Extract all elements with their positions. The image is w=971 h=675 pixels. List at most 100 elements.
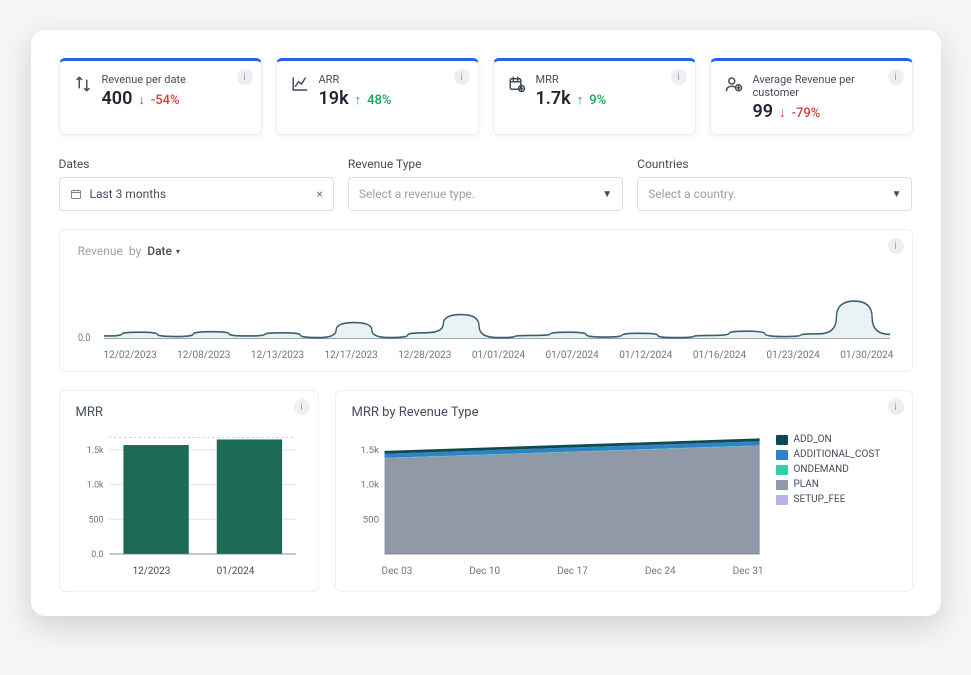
x-tick-label: 12/13/2023 — [251, 350, 304, 361]
countries-select[interactable]: Select a country. ▼ — [637, 177, 912, 211]
filter-revenue-type: Revenue Type Select a revenue type. ▼ — [348, 157, 623, 211]
legend-item[interactable]: ONDEMAND — [776, 464, 896, 475]
kpi-card[interactable]: i MRR 1.7k ↑ 9% — [493, 58, 696, 135]
filter-label: Revenue Type — [348, 157, 623, 171]
mrr-bar-chart: 0.05001.0k1.5k — [76, 430, 302, 560]
x-tick-label: Dec 10 — [469, 566, 500, 577]
x-tick-label: 01/30/2024 — [840, 350, 893, 361]
calendar-money-icon — [508, 75, 526, 93]
trend-arrow-icon: ↑ — [577, 92, 584, 108]
panel-title: MRR by Revenue Type — [352, 405, 896, 420]
kpi-delta: -79% — [792, 106, 821, 121]
dimension-value: Date — [147, 244, 172, 258]
kpi-delta: 9% — [589, 93, 606, 108]
revenue-line-chart: 0.0 12/02/2023 12/08/2023 12/13/2023 12/17/… — [78, 278, 894, 361]
kpi-card[interactable]: iRevenue per date400↓-54% — [59, 58, 262, 135]
x-tick-label: 01/07/2024 — [546, 350, 599, 361]
x-tick-label: Dec 03 — [382, 566, 413, 577]
info-icon[interactable]: i — [888, 238, 904, 254]
trend-arrow-icon: ↓ — [138, 92, 145, 108]
x-tick-label: 01/16/2024 — [693, 350, 746, 361]
filters-row: Dates Last 3 months × Revenue Type Selec… — [59, 157, 913, 211]
filter-dates: Dates Last 3 months × — [59, 157, 334, 211]
kpi-delta: -54% — [151, 93, 180, 108]
by-word: by — [129, 244, 141, 258]
revenue-type-select[interactable]: Select a revenue type. ▼ — [348, 177, 623, 211]
legend-item[interactable]: SETUP_FEE — [776, 494, 896, 505]
svg-text:1.0k: 1.0k — [86, 481, 103, 491]
svg-text:1.5k: 1.5k — [360, 446, 379, 457]
revenue-word: Revenue — [78, 244, 123, 258]
legend-swatch — [776, 435, 788, 445]
kpi-title: MRR — [536, 73, 607, 86]
svg-text:1.5k: 1.5k — [86, 446, 103, 456]
kpi-value: 400 — [102, 88, 133, 109]
legend-item[interactable]: PLAN — [776, 479, 896, 490]
user-money-icon — [725, 75, 743, 93]
info-icon[interactable]: i — [454, 69, 470, 85]
kpi-row: iRevenue per date400↓-54%iARR19k↑48%iMRR… — [59, 58, 913, 135]
kpi-card[interactable]: iAverage Revenue per customer99 ↓ -79% — [710, 58, 913, 135]
kpi-value: 1.7k — [536, 88, 571, 109]
kpi-value: 19k — [319, 88, 349, 109]
x-tick-label: 12/02/2023 — [104, 350, 157, 361]
x-tick-label: Dec 24 — [645, 566, 676, 577]
x-tick-label: 12/2023 — [133, 566, 171, 577]
legend-swatch — [776, 450, 788, 460]
x-tick-label: 01/2024 — [217, 566, 255, 577]
x-tick-label: 01/12/2024 — [619, 350, 672, 361]
legend-item[interactable]: ADD_ON — [776, 434, 896, 445]
dimension-select[interactable]: Date ▾ — [147, 244, 180, 258]
chevron-down-icon: ▾ — [176, 247, 180, 256]
x-tick-label: Dec 17 — [557, 566, 588, 577]
kpi-title: Average Revenue per customer — [753, 73, 898, 99]
svg-text:500: 500 — [88, 516, 103, 526]
legend-label: PLAN — [794, 479, 819, 490]
chevron-down-icon: ▼ — [892, 189, 902, 200]
legend-label: SETUP_FEE — [794, 494, 846, 505]
info-icon[interactable]: i — [237, 69, 253, 85]
legend-label: ADD_ON — [794, 434, 832, 445]
arrows-up-down-icon — [74, 75, 92, 93]
legend-swatch — [776, 480, 788, 490]
legend-swatch — [776, 495, 788, 505]
dashboard-card: iRevenue per date400↓-54%iARR19k↑48%iMRR… — [31, 30, 941, 616]
svg-text:1.0k: 1.0k — [360, 480, 379, 491]
legend-label: ONDEMAND — [794, 464, 849, 475]
x-tick-label: Dec 31 — [733, 566, 764, 577]
x-tick-label: 01/01/2024 — [472, 350, 525, 361]
x-tick-label: 01/23/2024 — [767, 350, 820, 361]
kpi-delta: 48% — [367, 93, 391, 108]
revenue-type-placeholder: Select a revenue type. — [359, 187, 475, 201]
x-tick-label: 12/28/2023 — [398, 350, 451, 361]
mrr-area-chart: 5001.0k1.5k Dec 03Dec 10Dec 17Dec 24Dec … — [352, 430, 764, 560]
info-icon[interactable]: i — [888, 399, 904, 415]
filter-countries: Countries Select a country. ▼ — [637, 157, 912, 211]
calendar-icon — [70, 188, 82, 200]
trend-arrow-icon: ↓ — [779, 105, 786, 121]
mrr-area-legend: ADD_ON ADDITIONAL_COST ONDEMAND PLAN SETUP_F… — [776, 430, 896, 560]
kpi-title: ARR — [319, 73, 392, 86]
info-icon[interactable]: i — [294, 399, 310, 415]
filter-label: Countries — [637, 157, 912, 171]
panel-title: MRR — [76, 405, 302, 420]
trend-arrow-icon: ↑ — [355, 92, 362, 108]
clear-icon[interactable]: × — [316, 187, 322, 201]
svg-text:0.0: 0.0 — [78, 333, 90, 345]
legend-item[interactable]: ADDITIONAL_COST — [776, 449, 896, 460]
kpi-value: 99 — [753, 101, 774, 122]
x-tick-label: 12/08/2023 — [177, 350, 230, 361]
legend-swatch — [776, 465, 788, 475]
x-tick-label: 12/17/2023 — [325, 350, 378, 361]
dates-select[interactable]: Last 3 months × — [59, 177, 334, 211]
kpi-card[interactable]: i ARR 19k ↑ 48% — [276, 58, 479, 135]
legend-label: ADDITIONAL_COST — [794, 449, 881, 460]
chart-line-icon — [291, 75, 309, 93]
info-icon[interactable]: i — [671, 69, 687, 85]
mrr-bar-panel: i MRR 0.05001.0k1.5k 12/202301/2024 — [59, 390, 319, 592]
dates-value: Last 3 months — [90, 187, 167, 201]
info-icon[interactable]: i — [888, 69, 904, 85]
revenue-line-panel: i Revenue by Date ▾ 0.0 12/02/2023 12/08/… — [59, 229, 913, 372]
chevron-down-icon: ▼ — [602, 189, 612, 200]
filter-label: Dates — [59, 157, 334, 171]
